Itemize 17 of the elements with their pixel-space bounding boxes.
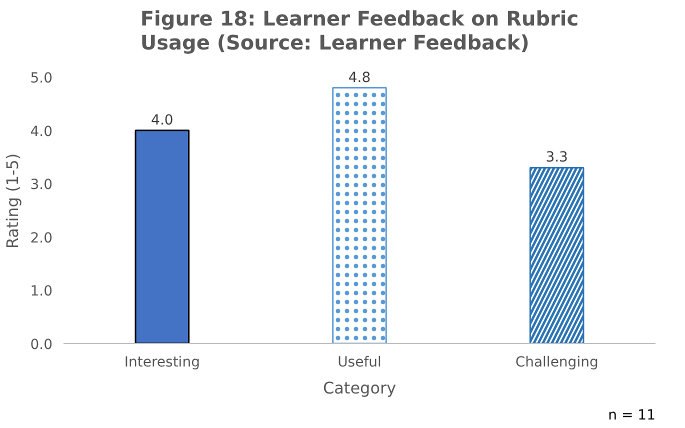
x-tick-label: Useful (338, 354, 382, 370)
chart-title: Figure 18: Learner Feedback on Rubric Usage (Source: Learner Feedback) (140, 6, 579, 54)
y-tick-label: 4.0 (30, 124, 52, 140)
data-label: 3.3 (546, 150, 568, 166)
x-axis-title: Category (322, 378, 396, 398)
x-tick-label: Interesting (124, 354, 200, 370)
y-tick-label: 1.0 (30, 284, 52, 300)
y-tick-label: 0.0 (30, 337, 52, 353)
y-tick-label: 5.0 (30, 70, 52, 87)
y-tick-label: 3.0 (30, 177, 52, 194)
y-axis-title: Rating (1-5) (3, 153, 22, 249)
x-tick-label: Challenging (515, 354, 598, 370)
data-label: 4.8 (348, 70, 371, 86)
data-label: 4.0 (151, 112, 174, 128)
y-tick-label: 2.0 (30, 230, 52, 246)
text: n = 11 (608, 408, 656, 424)
bar (134, 130, 190, 344)
